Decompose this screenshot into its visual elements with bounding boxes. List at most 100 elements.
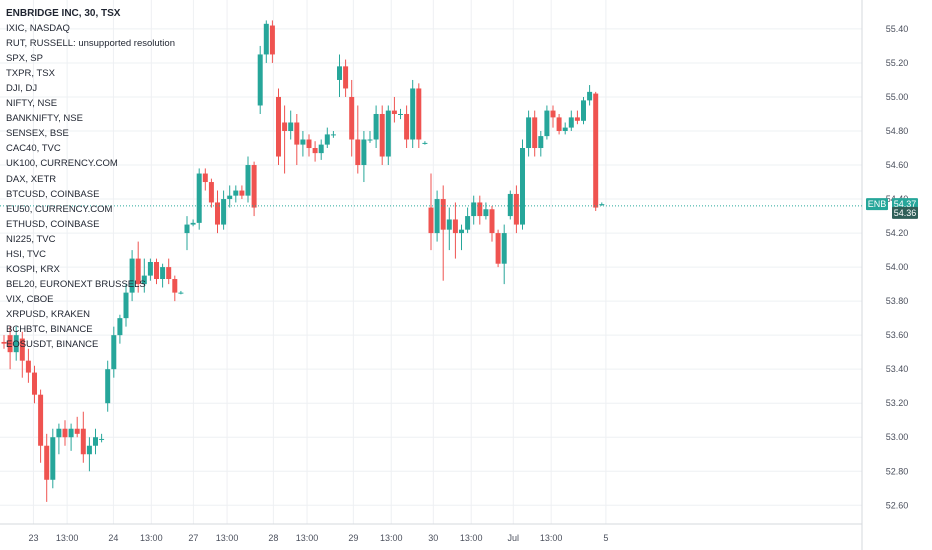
x-tick-label: 13:00: [460, 533, 483, 543]
y-tick-label: 52.60: [886, 500, 909, 510]
compare-symbol-item[interactable]: XRPUSD, KRAKEN: [6, 308, 90, 320]
compare-symbol-item[interactable]: DJI, DJ: [6, 83, 38, 95]
candles: [1, 20, 605, 502]
compare-symbol-item[interactable]: EOSUSDT, BINANCE: [6, 339, 99, 351]
candle-body: [550, 110, 556, 118]
candle-body: [568, 117, 574, 128]
candle-body: [38, 394, 44, 446]
x-tick-label: 27: [188, 533, 198, 543]
symbol-tag: [866, 198, 888, 211]
compare-symbol-item[interactable]: BCHBTC, BINANCE: [6, 323, 93, 335]
crosshair-price-tag: [892, 206, 918, 219]
candle-body: [391, 110, 397, 114]
x-tick-label: 30: [428, 533, 438, 543]
candle-body: [74, 428, 80, 434]
candle-body: [483, 209, 489, 217]
x-tick-label: 13:00: [140, 533, 163, 543]
price-axis[interactable]: 52.60 52.80 53.00 53.20 53.40 53.60 53.80 54.00…: [886, 24, 909, 510]
y-tick-label: 55.40: [886, 24, 909, 34]
candle-body: [190, 222, 196, 225]
candle-body: [367, 139, 373, 141]
candle-body: [416, 88, 422, 140]
compare-symbol-item[interactable]: NI225, TVC: [6, 233, 56, 245]
candle-body: [184, 224, 190, 234]
candle-body: [532, 117, 538, 149]
candle-body: [135, 258, 141, 285]
compare-symbol-item[interactable]: DAX, XETR: [6, 173, 57, 185]
compare-symbol-item[interactable]: BANKNIFTY, NSE: [6, 113, 83, 125]
candle-body: [117, 318, 123, 336]
candle-body: [300, 139, 306, 145]
candle-body: [19, 338, 25, 361]
compare-symbol-item[interactable]: SENSEX, BSE: [6, 128, 69, 140]
compare-symbol-item[interactable]: HSI, TVC: [6, 248, 46, 260]
compare-symbol-item[interactable]: TXPR, TSX: [6, 68, 55, 80]
candle-body: [538, 136, 544, 149]
x-tick-label: 13:00: [216, 533, 239, 543]
compare-symbol-item[interactable]: EU50, CURRENCY.COM: [6, 203, 113, 215]
candle-body: [111, 335, 117, 370]
compare-symbol-item[interactable]: BTCUSD, COINBASE: [6, 188, 100, 200]
compare-symbol-item[interactable]: IXIC, NASDAQ: [6, 23, 70, 35]
compare-symbol-item[interactable]: RUT, RUSSELL: unsupported resolution: [6, 38, 175, 50]
compare-symbol-item[interactable]: CAC40, TVC: [6, 143, 61, 155]
candle-body: [196, 173, 202, 223]
compare-symbol-item[interactable]: BEL20, EURONEXT BRUSSELS: [6, 278, 146, 290]
candle-body: [86, 445, 92, 455]
candle-body: [361, 139, 367, 166]
y-tick-label: 53.40: [886, 364, 909, 374]
candle-body: [324, 134, 330, 145]
candle-body: [312, 148, 318, 154]
candle-body: [227, 195, 233, 200]
y-tick-label: 54.20: [886, 228, 909, 238]
candle-body: [56, 428, 62, 438]
y-tick-label: 54.60: [886, 160, 909, 170]
candle-body: [269, 25, 275, 55]
candle-body: [440, 199, 446, 230]
candle-body: [489, 209, 495, 234]
x-tick-label: 23: [28, 533, 38, 543]
candle-body: [434, 199, 440, 234]
price-tags: ENB 54.37 54.36: [866, 198, 918, 219]
candle-body: [593, 93, 599, 208]
candle-body: [239, 190, 245, 196]
last-price-label: 54.37: [894, 199, 917, 209]
candle-body: [349, 96, 355, 140]
candle-body: [446, 219, 452, 230]
candle-body: [459, 229, 464, 234]
candle-body: [13, 335, 19, 353]
candle-body: [32, 372, 37, 395]
crosshair-price-label: 54.36: [894, 208, 917, 218]
y-tick-label: 55.00: [886, 92, 909, 102]
candle-body: [160, 267, 166, 280]
compare-symbol-item[interactable]: KOSPI, KRX: [6, 263, 60, 275]
candle-body: [355, 139, 361, 166]
candle-body: [373, 113, 379, 140]
candle-body: [123, 292, 129, 319]
candle-body: [465, 216, 471, 230]
candle-body: [202, 173, 208, 183]
chart-title[interactable]: ENBRIDGE INC, 30, TSX: [6, 8, 121, 19]
x-tick-label: 13:00: [296, 533, 319, 543]
y-tick-label: 53.20: [886, 398, 909, 408]
candle-body: [513, 193, 519, 225]
candle-body: [404, 113, 410, 140]
time-axis[interactable]: 23 13:00 24 13:00 27 13:00 28 13:00 29 13:00 30 13:…: [28, 533, 608, 543]
candle-body: [154, 262, 159, 280]
y-tick-label: 55.20: [886, 58, 909, 68]
compare-symbol-item[interactable]: SPX, SP: [6, 53, 43, 65]
candle-body: [318, 144, 324, 154]
candle-body: [288, 122, 294, 131]
candle-body: [477, 202, 483, 217]
candle-body: [330, 134, 336, 136]
candle-body: [44, 445, 50, 480]
x-tick-label: 13:00: [56, 533, 79, 543]
compare-symbol-item[interactable]: ETHUSD, COINBASE: [6, 218, 100, 230]
compare-symbol-item[interactable]: UK100, CURRENCY.COM: [6, 158, 118, 170]
candle-body: [129, 258, 135, 293]
candle-body: [233, 190, 239, 196]
compare-symbol-item[interactable]: NIFTY, NSE: [6, 98, 58, 110]
x-tick-label: 5: [603, 533, 608, 543]
compare-symbol-item[interactable]: VIX, CBOE: [6, 293, 54, 305]
